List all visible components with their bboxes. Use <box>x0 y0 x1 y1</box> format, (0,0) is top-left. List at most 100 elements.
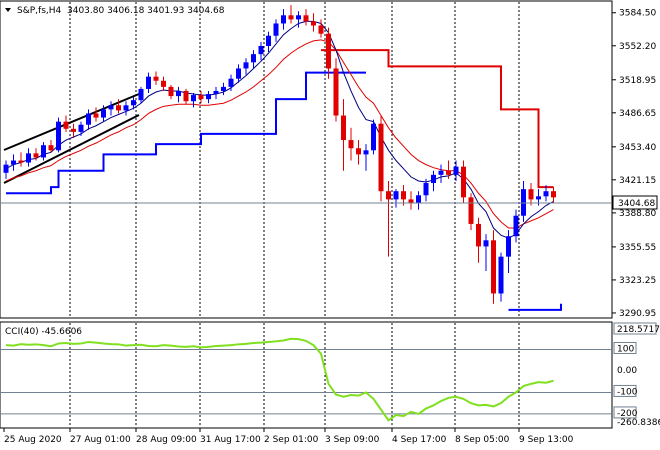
candle-body <box>528 189 534 200</box>
candle-body <box>168 86 174 97</box>
candle-body <box>11 160 16 165</box>
candle-body <box>63 121 69 129</box>
candle-body <box>416 195 421 204</box>
resistance-step-path <box>321 49 554 189</box>
symbol-label: S&P,fs,H4 <box>17 6 62 16</box>
candle-body <box>513 215 519 237</box>
candle-body <box>183 90 189 102</box>
candle-body <box>176 90 181 97</box>
cci-axis-box <box>613 406 637 419</box>
candle-body <box>236 68 241 79</box>
channel-trendlines <box>3 93 140 184</box>
candle-body <box>18 160 24 163</box>
candle-body <box>296 15 301 20</box>
candle-body <box>213 90 219 95</box>
candle-body <box>363 150 369 155</box>
candle-body <box>3 164 9 173</box>
candle-body <box>386 191 391 200</box>
candle-body <box>543 191 549 197</box>
candle-body <box>48 145 54 151</box>
candle-body <box>228 78 234 87</box>
chart-header: S&P,fs,H4 3403.80 3406.18 3401.93 3404.6… <box>5 6 225 16</box>
support-step-path <box>6 71 562 311</box>
price-axis-label: 3453.40 <box>619 143 656 153</box>
cci-axis-box <box>613 322 657 335</box>
time-axis-label: 28 Aug 09:00 <box>136 435 197 445</box>
price-axis-label: 3388.80 <box>619 209 656 219</box>
cci-axis-label: 218.5717 <box>617 325 660 335</box>
time-axis: 25 Aug 2020 27 Aug 01:00 28 Aug 09:00 31 Au… <box>3 428 574 445</box>
price-axis: 3584.50 3552.20 3518.95 3486.65 3453.40 3421.… <box>612 9 656 319</box>
candle-body <box>131 100 136 106</box>
price-axis-label: 3421.15 <box>619 176 656 186</box>
candle-body <box>243 62 249 69</box>
cci-axis-label: 0.00 <box>617 366 637 376</box>
candle-body <box>536 196 541 200</box>
cci-axis-label: -260.8386 <box>617 418 660 428</box>
candle-body <box>251 54 256 63</box>
candle-body <box>431 174 436 184</box>
resistance-line <box>321 49 554 189</box>
candle-body <box>266 35 271 46</box>
candle-body <box>33 153 39 158</box>
candle-body <box>483 240 489 247</box>
candle-body <box>341 115 346 141</box>
cci-pane[interactable] <box>0 321 613 429</box>
candle-body <box>191 95 196 102</box>
candle-body <box>423 183 429 196</box>
upper-trendline <box>3 93 140 151</box>
candle-body <box>93 113 99 118</box>
candle-body <box>138 88 144 101</box>
candle-body <box>288 15 294 20</box>
price-axis-label: 3584.50 <box>619 9 656 19</box>
time-axis-label: 25 Aug 2020 <box>4 435 62 445</box>
candle-body <box>116 105 121 111</box>
candle-body <box>161 80 166 87</box>
price-axis-label: 3355.55 <box>619 243 656 253</box>
candle-body <box>108 105 114 110</box>
cci-axis-label: -100 <box>617 387 638 397</box>
candle-body <box>378 123 384 192</box>
candlesticks <box>3 5 556 304</box>
candle-body <box>401 191 406 200</box>
candle-body <box>551 191 556 198</box>
candle-body <box>393 191 399 200</box>
cci-path <box>5 337 554 422</box>
candle-body <box>311 21 316 26</box>
candle-body <box>318 25 324 34</box>
candle-body <box>71 128 76 132</box>
candle-body <box>438 170 444 175</box>
price-axis-label: 3552.20 <box>619 42 656 52</box>
candle-body <box>476 223 481 247</box>
candle-body <box>26 153 31 163</box>
price-axis-label: 3518.95 <box>619 76 656 86</box>
candle-body <box>521 189 526 216</box>
cci-axis-label: -200 <box>617 409 638 419</box>
current-price-label: 3404.68 <box>618 199 655 209</box>
candle-body <box>491 240 496 294</box>
candle-body <box>461 166 466 198</box>
candle-body <box>408 199 414 204</box>
grid-lines <box>69 2 520 427</box>
dropdown-triangle-icon[interactable] <box>5 8 11 12</box>
candle-body <box>326 33 331 69</box>
candle-body <box>41 145 46 158</box>
current-price-tag: 3404.68 <box>612 195 658 210</box>
cci-levels <box>0 348 612 415</box>
lower-trendline <box>3 114 140 184</box>
candle-body <box>78 124 84 132</box>
candle-body <box>348 140 354 149</box>
price-pane[interactable] <box>0 0 613 319</box>
price-axis-label: 3290.95 <box>619 309 656 319</box>
candle-body <box>221 86 226 91</box>
time-axis-label: 27 Aug 01:00 <box>70 435 131 445</box>
candle-body <box>56 121 61 151</box>
price-axis-label: 3486.65 <box>619 109 656 119</box>
candle-body <box>281 15 286 24</box>
time-axis-label: 31 Aug 17:00 <box>200 435 261 445</box>
candle-body <box>356 148 361 155</box>
candle-body <box>446 170 451 175</box>
candle-body <box>371 123 376 151</box>
price-axis-label: 3323.25 <box>619 276 656 286</box>
